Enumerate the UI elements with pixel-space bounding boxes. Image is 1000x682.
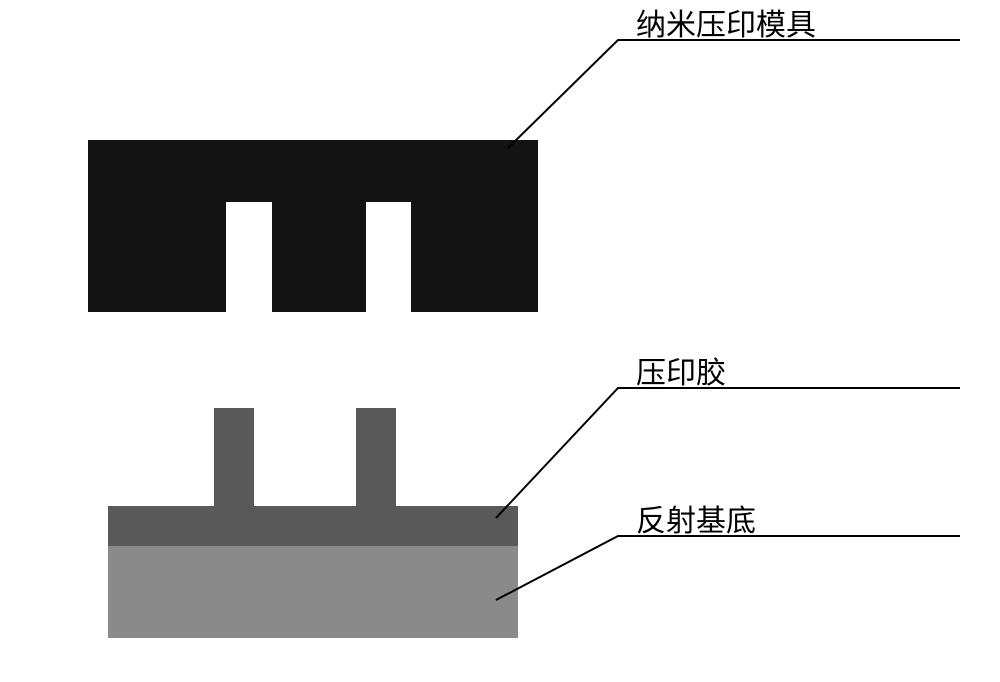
mold-tooth <box>272 202 366 312</box>
label-substrate: 反射基底 <box>636 496 756 540</box>
mold-shape <box>88 140 538 312</box>
mold-tooth <box>411 202 538 312</box>
resist-post <box>214 408 254 506</box>
resist-layer <box>108 506 518 546</box>
diagram-area <box>60 140 560 630</box>
label-resist: 压印胶 <box>636 348 726 392</box>
resist-shape <box>108 408 518 546</box>
substrate-shape <box>108 546 518 638</box>
leader-mold <box>508 40 960 148</box>
leader-substrate <box>496 536 960 600</box>
mold-top-bar <box>88 140 538 202</box>
mold-tooth <box>88 202 226 312</box>
label-mold: 纳米压印模具 <box>636 0 816 44</box>
resist-post <box>356 408 396 506</box>
